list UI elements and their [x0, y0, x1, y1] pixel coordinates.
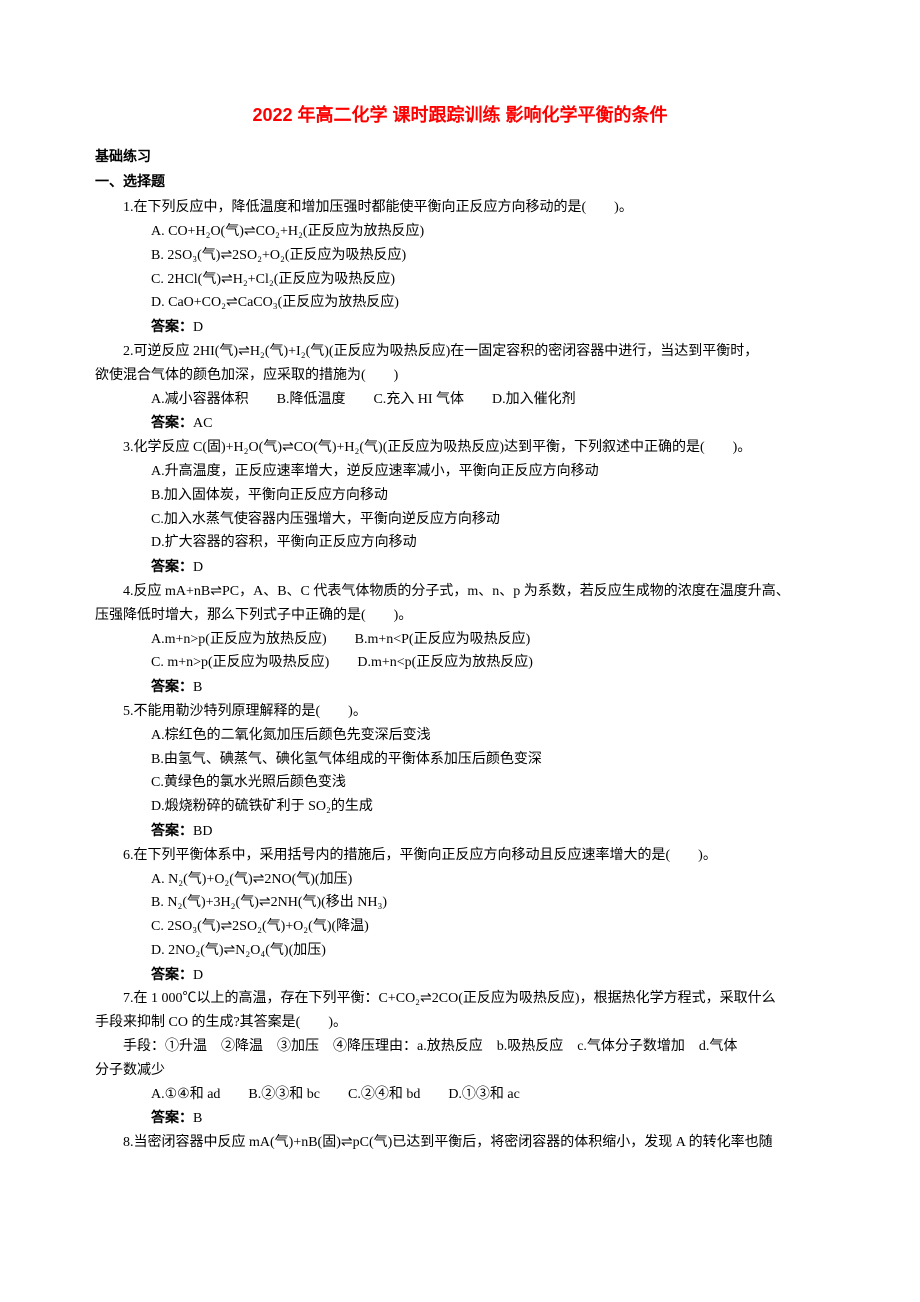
q4-answer: 答案：B — [95, 675, 825, 700]
q2-answer-value: AC — [193, 416, 212, 431]
q3-answer-value: D — [193, 560, 203, 575]
q7-means-line2: 分子数减少 — [95, 1059, 825, 1083]
page-title: 2022 年高二化学 课时跟踪训练 影响化学平衡的条件 — [95, 100, 825, 131]
q6-option-c: C. 2SO₃(气)⇌2SO₂(气)+O₂(气)(降温) — [95, 915, 825, 939]
section-basic-practice: 基础练习 — [95, 145, 825, 169]
q5-option-d: D.煅烧粉碎的硫铁矿利于 SO₂的生成 — [95, 795, 825, 819]
q7-means-line1: 手段：①升温 ②降温 ③加压 ④降压理由：a.放热反应 b.吸热反应 c.气体分… — [95, 1035, 825, 1059]
q6-option-b: B. N₂(气)+3H₂(气)⇌2NH(气)(移出 NH₃) — [95, 891, 825, 915]
q5-option-a: A.棕红色的二氧化氮加压后颜色先变深后变浅 — [95, 724, 825, 748]
q1-option-a: A. CO+H₂O(气)⇌CO₂+H₂(正反应为放热反应) — [95, 220, 825, 244]
q1-option-b: B. 2SO₃(气)⇌2SO₂+O₂(正反应为吸热反应) — [95, 244, 825, 268]
q5-answer: 答案：BD — [95, 819, 825, 844]
q4-stem-line2: 压强降低时增大，那么下列式子中正确的是( )。 — [95, 604, 825, 628]
q6-answer-value: D — [193, 968, 203, 983]
answer-label: 答案： — [151, 1109, 193, 1125]
q3-option-d: D.扩大容器的容积，平衡向正反应方向移动 — [95, 531, 825, 555]
q1-answer: 答案：D — [95, 315, 825, 340]
section-multiple-choice: 一、选择题 — [95, 170, 825, 194]
q2-stem-line2: 欲使混合气体的颜色加深，应采取的措施为( ) — [95, 364, 825, 388]
answer-label: 答案： — [151, 318, 193, 334]
q2-answer: 答案：AC — [95, 411, 825, 436]
q7-stem-line2: 手段来抑制 CO 的生成?其答案是( )。 — [95, 1011, 825, 1035]
q5-option-c: C.黄绿色的氯水光照后颜色变浅 — [95, 771, 825, 795]
q3-option-b: B.加入固体炭，平衡向正反应方向移动 — [95, 484, 825, 508]
q3-answer: 答案：D — [95, 555, 825, 580]
q6-option-a: A. N₂(气)+O₂(气)⇌2NO(气)(加压) — [95, 868, 825, 892]
answer-label: 答案： — [151, 558, 193, 574]
answer-label: 答案： — [151, 822, 193, 838]
q1-answer-value: D — [193, 320, 203, 335]
q6-stem: 6.在下列平衡体系中，采用括号内的措施后，平衡向正反应方向移动且反应速率增大的是… — [95, 844, 825, 868]
q1-option-c: C. 2HCl(气)⇌H₂+Cl₂(正反应为吸热反应) — [95, 268, 825, 292]
q2-stem-line1: 2.可逆反应 2HI(气)⇌H₂(气)+I₂(气)(正反应为吸热反应)在一固定容… — [95, 340, 825, 364]
q4-answer-value: B — [193, 680, 202, 695]
q6-option-d: D. 2NO₂(气)⇌N₂O₄(气)(加压) — [95, 939, 825, 963]
answer-label: 答案： — [151, 966, 193, 982]
answer-label: 答案： — [151, 414, 193, 430]
q7-options: A.①④和 ad B.②③和 bc C.②④和 bd D.①③和 ac — [95, 1083, 825, 1107]
q1-stem: 1.在下列反应中，降低温度和增加压强时都能使平衡向正反应方向移动的是( )。 — [95, 196, 825, 220]
q5-stem: 5.不能用勒沙特列原理解释的是( )。 — [95, 700, 825, 724]
q4-options-ab: A.m+n>p(正反应为放热反应) B.m+n<P(正反应为吸热反应) — [95, 628, 825, 652]
q5-answer-value: BD — [193, 824, 212, 839]
q7-stem-line1: 7.在 1 000℃以上的高温，存在下列平衡：C+CO₂⇌2CO(正反应为吸热反… — [95, 987, 825, 1011]
answer-label: 答案： — [151, 678, 193, 694]
q4-options-cd: C. m+n>p(正反应为吸热反应) D.m+n<p(正反应为放热反应) — [95, 651, 825, 675]
q3-option-a: A.升高温度，正反应速率增大，逆反应速率减小，平衡向正反应方向移动 — [95, 460, 825, 484]
q2-options: A.减小容器体积 B.降低温度 C.充入 HI 气体 D.加入催化剂 — [95, 388, 825, 412]
q6-answer: 答案：D — [95, 963, 825, 988]
q3-option-c: C.加入水蒸气使容器内压强增大，平衡向逆反应方向移动 — [95, 508, 825, 532]
q7-answer: 答案：B — [95, 1106, 825, 1131]
q4-stem-line1: 4.反应 mA+nB⇌PC，A、B、C 代表气体物质的分子式，m、n、p 为系数… — [95, 580, 825, 604]
q8-stem: 8.当密闭容器中反应 mA(气)+nB(固)⇌pC(气)已达到平衡后，将密闭容器… — [95, 1131, 825, 1155]
q5-option-b: B.由氢气、碘蒸气、碘化氢气体组成的平衡体系加压后颜色变深 — [95, 748, 825, 772]
q7-answer-value: B — [193, 1111, 202, 1126]
q1-option-d: D. CaO+CO₂⇌CaCO₃(正反应为放热反应) — [95, 291, 825, 315]
q3-stem: 3.化学反应 C(固)+H₂O(气)⇌CO(气)+H₂(气)(正反应为吸热反应)… — [95, 436, 825, 460]
